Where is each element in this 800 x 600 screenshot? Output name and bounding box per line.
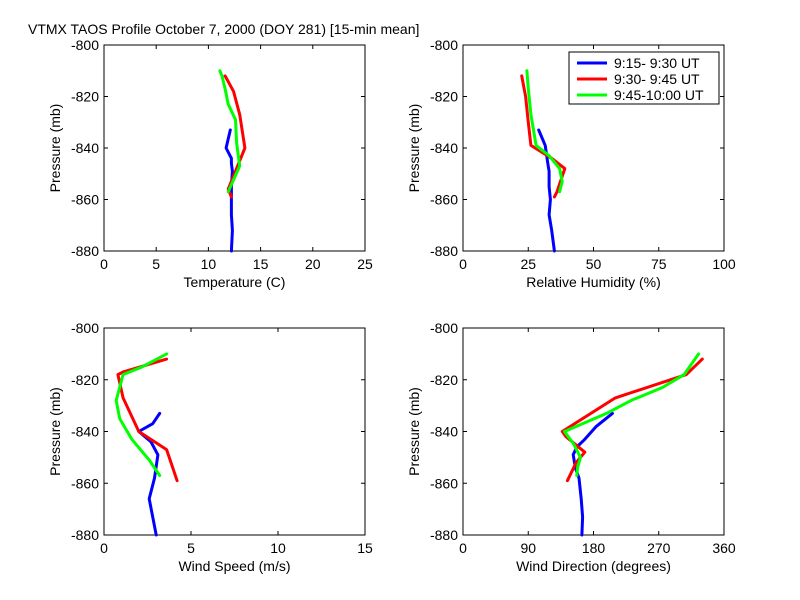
y-tick-label: -800 [71,320,99,336]
x-tick-label: 25 [357,256,373,272]
x-tick-label: 270 [647,540,671,556]
x-axis-label: Temperature (C) [184,274,286,290]
legend-label-2: 9:45-10:00 UT [614,87,704,103]
x-tick-label: 100 [712,256,736,272]
y-tick-label: -840 [71,140,99,156]
series-line-2 [525,69,564,194]
x-tick-label: 0 [459,540,467,556]
series-line-1 [560,357,704,483]
series-line-2 [114,352,169,477]
series-line-1 [520,74,567,199]
x-tick-label: 75 [651,256,667,272]
x-tick-label: 15 [357,540,373,556]
series-line-0 [571,411,614,537]
chart-panel-0: 0 5 10 15 20 25 -880 -860 -840 -820 -800 Temperatur… [47,37,373,290]
y-tick-label: -880 [71,527,99,543]
y-tick-label: -880 [430,527,458,543]
x-tick-label: 5 [187,540,195,556]
y-tick-label: -820 [430,372,458,388]
y-tick-label: -860 [430,192,458,208]
y-axis-label: Pressure (mb) [47,387,63,476]
x-tick-label: 20 [305,256,321,272]
x-tick-label: 50 [586,256,602,272]
y-axis-label: Pressure (mb) [47,104,63,193]
x-axis-label: Wind Direction (degrees) [516,558,671,574]
x-tick-label: 0 [459,256,467,272]
x-tick-label: 0 [100,256,108,272]
x-tick-label: 15 [253,256,269,272]
x-tick-label: 0 [100,540,108,556]
y-tick-label: -840 [430,424,458,440]
x-tick-label: 180 [582,540,606,556]
legend: 9:15- 9:30 UT9:30- 9:45 UT9:45-10:00 UT [568,51,720,105]
y-axis-label: Pressure (mb) [406,104,422,193]
series-line-2 [563,352,701,477]
x-tick-label: 10 [201,256,217,272]
y-tick-label: -860 [71,475,99,491]
y-tick-label: -860 [430,475,458,491]
chart-panel-1: 0 25 50 75 100 -880 -860 -840 -820 -800 Relative H… [406,37,736,290]
legend-label-0: 9:15- 9:30 UT [614,55,700,71]
x-axis-label: Wind Speed (m/s) [178,558,290,574]
chart-panel-3: 0 90 180 270 360 -880 -860 -840 -820 -800 Wind Dir… [406,320,736,574]
y-tick-label: -800 [430,320,458,336]
x-tick-label: 10 [270,540,286,556]
y-tick-label: -800 [430,37,458,53]
figure-title: VTMX TAOS Profile October 7, 2000 (DOY 2… [28,21,419,37]
y-tick-label: -880 [430,243,458,259]
y-tick-label: -840 [430,140,458,156]
y-tick-label: -800 [71,37,99,53]
series-line-1 [116,357,179,483]
y-tick-label: -840 [71,424,99,440]
y-tick-label: -880 [71,243,99,259]
x-tick-label: 360 [712,540,736,556]
x-axis-label: Relative Humidity (%) [526,274,661,290]
plot-area [103,44,366,252]
series-line-0 [137,411,162,537]
legend-label-1: 9:30- 9:45 UT [614,71,700,87]
y-tick-label: -820 [71,372,99,388]
series-line-2 [218,69,242,194]
x-tick-label: 5 [152,256,160,272]
plot-area [103,327,366,536]
y-tick-label: -820 [430,89,458,105]
x-tick-label: 90 [520,540,536,556]
x-tick-label: 25 [520,256,536,272]
y-tick-label: -860 [71,192,99,208]
chart-panel-2: 0 5 10 15 -880 -860 -840 -820 -800 Wind Speed (m/… [47,320,373,574]
plots-layer: 0 5 10 15 20 25 -880 -860 -840 -820 -800 Temperatur… [47,37,736,574]
y-tick-label: -820 [71,89,99,105]
y-axis-label: Pressure (mb) [406,387,422,476]
